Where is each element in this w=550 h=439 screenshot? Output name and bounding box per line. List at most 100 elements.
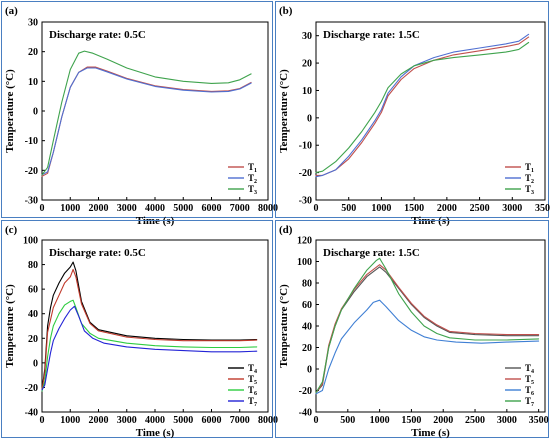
chart-2-xtick-label-6: 6000 bbox=[202, 415, 222, 426]
chart-1-series-line-1 bbox=[315, 33, 530, 178]
chart-1-ytick-label-6: 30 bbox=[302, 31, 312, 42]
chart-0-legend-label-2: T3 bbox=[248, 184, 257, 196]
chart-2-xtick-label-7: 7000 bbox=[230, 415, 250, 426]
chart-1-ylabel: Temperature (°C) bbox=[278, 69, 290, 153]
chart-3-xtick-label-7: 3500 bbox=[529, 415, 549, 426]
chart-0-border bbox=[1, 1, 273, 218]
chart-0-xtick-label-4: 4000 bbox=[145, 203, 165, 214]
chart-2-xtick-label-5: 5000 bbox=[173, 415, 193, 426]
chart-2-ytick-label-6: 80 bbox=[28, 260, 38, 271]
chart-3-xtick-label-6: 3000 bbox=[497, 415, 517, 426]
chart-1-xtick-label-0: 0 bbox=[314, 203, 319, 214]
chart-0-xtick-label-5: 5000 bbox=[173, 203, 193, 214]
chart-3-legend-sub-0: 4 bbox=[531, 369, 534, 375]
chart-1-ytick-label-5: 20 bbox=[302, 59, 312, 70]
chart-2-xlabel: Time (s) bbox=[136, 427, 175, 439]
chart-2-legend-label-2: T6 bbox=[248, 385, 257, 397]
chart-0-xtick-label-8: 8000 bbox=[258, 203, 278, 214]
chart-0-ytick-label-5: 20 bbox=[28, 47, 38, 58]
chart-3-xtick-label-0: 0 bbox=[314, 415, 319, 426]
chart-3-ytick-label-4: 40 bbox=[302, 322, 312, 333]
chart-0-legend-name-0: T bbox=[248, 162, 254, 172]
chart-3-legend-label-2: T6 bbox=[525, 385, 534, 397]
chart-1-xtick-label-1: 500 bbox=[341, 203, 356, 214]
chart-1-axes-frame bbox=[315, 21, 546, 201]
chart-2-axes-frame bbox=[41, 239, 269, 413]
chart-2-legend-sub-1: 5 bbox=[254, 380, 257, 386]
chart-1-ytick-label-1: -20 bbox=[299, 168, 312, 179]
chart-2-legend-sub-0: 4 bbox=[254, 369, 257, 375]
chart-1-legend-sub-1: 2 bbox=[531, 179, 534, 185]
chart-2-legend-name-0: T bbox=[248, 363, 254, 373]
chart-2-ytick-label-0: -40 bbox=[25, 408, 38, 419]
chart-1-legend-label-1: T2 bbox=[525, 173, 534, 185]
chart-0-panel: 0 1000 2000 3000 4000 5000 6000 7000 8000 -30 -20 -… bbox=[1, 1, 278, 227]
chart-2-series-line-0 bbox=[41, 261, 258, 391]
chart-1-ytick-label-2: -10 bbox=[299, 141, 312, 152]
chart-3-xtick-label-2: 1000 bbox=[370, 415, 390, 426]
chart-2-xtick-label-2: 2000 bbox=[89, 415, 109, 426]
chart-1-series-line-0 bbox=[315, 36, 530, 176]
chart-3-xlabel: Time (s) bbox=[411, 427, 450, 439]
chart-3-xtick-label-4: 2000 bbox=[433, 415, 453, 426]
chart-3-ytick-label-2: 0 bbox=[307, 365, 312, 376]
chart-1-border bbox=[275, 1, 549, 218]
chart-0-legend-name-2: T bbox=[248, 184, 254, 194]
chart-3-legend-sub-2: 6 bbox=[531, 391, 534, 397]
chart-3-border bbox=[275, 220, 549, 438]
chart-0-xtick-label-1: 1000 bbox=[60, 203, 80, 214]
chart-3-annotation: Discharge rate: 1.5C bbox=[323, 247, 420, 259]
chart-2-legend-name-2: T bbox=[248, 385, 254, 395]
chart-0-legend-sub-2: 3 bbox=[254, 190, 257, 196]
chart-1-legend-sub-0: 1 bbox=[531, 168, 534, 174]
chart-0-ylabel: Temperature (°C) bbox=[4, 69, 16, 153]
chart-3-ylabel: Temperature (°C) bbox=[278, 284, 290, 368]
chart-1-legend-name-1: T bbox=[525, 173, 531, 183]
chart-0-legend-label-0: T1 bbox=[248, 162, 257, 174]
chart-0-xtick-label-6: 6000 bbox=[202, 203, 222, 214]
chart-2-xtick-label-8: 8000 bbox=[258, 415, 278, 426]
chart-0-ytick-label-3: 0 bbox=[33, 107, 38, 118]
chart-2-ytick-label-7: 100 bbox=[23, 236, 38, 247]
chart-3-series-line-0 bbox=[315, 266, 540, 394]
chart-2-annotation: Discharge rate: 0.5C bbox=[49, 247, 146, 259]
chart-0-series-line-2 bbox=[41, 50, 252, 176]
chart-1-xtick-label-7: 3500 bbox=[535, 203, 550, 214]
chart-2-ytick-label-2: 0 bbox=[33, 358, 38, 369]
chart-3-xtick-label-1: 500 bbox=[340, 415, 355, 426]
chart-0-xtick-label-7: 7000 bbox=[230, 203, 250, 214]
chart-1-legend-name-2: T bbox=[525, 184, 531, 194]
chart-2-border bbox=[1, 220, 273, 438]
chart-2-xtick-label-1: 1000 bbox=[60, 415, 80, 426]
chart-3-ytick-label-8: 120 bbox=[297, 236, 312, 247]
chart-3-panel-label: (d) bbox=[279, 224, 293, 236]
chart-1-ytick-label-0: -30 bbox=[299, 196, 312, 207]
chart-3-legend-label-0: T4 bbox=[525, 363, 534, 375]
chart-3-xtick-label-3: 1500 bbox=[401, 415, 421, 426]
chart-0-ytick-label-0: -30 bbox=[25, 196, 38, 207]
chart-0-ytick-label-2: -10 bbox=[25, 136, 38, 147]
chart-2-ytick-label-3: 20 bbox=[28, 334, 38, 345]
chart-2-xtick-label-0: 0 bbox=[40, 415, 45, 426]
chart-1-legend-name-0: T bbox=[525, 162, 531, 172]
chart-2-ylabel: Temperature (°C) bbox=[4, 284, 16, 368]
chart-3-series-line-3 bbox=[315, 257, 540, 394]
chart-3-ytick-label-1: -20 bbox=[299, 386, 312, 397]
chart-2-xtick-label-4: 4000 bbox=[145, 415, 165, 426]
chart-3-xtick-label-5: 2500 bbox=[465, 415, 485, 426]
chart-0-series-line-1 bbox=[41, 67, 252, 176]
chart-3-ytick-label-3: 20 bbox=[302, 343, 312, 354]
chart-0-legend-label-1: T2 bbox=[248, 173, 257, 185]
chart-3-legend-sub-3: 7 bbox=[531, 402, 534, 408]
chart-3-series-line-2 bbox=[315, 299, 540, 395]
chart-1-annotation: Discharge rate: 1.5C bbox=[323, 29, 420, 41]
chart-3-legend-name-2: T bbox=[525, 385, 531, 395]
chart-3-legend-name-3: T bbox=[525, 396, 531, 406]
chart-3-legend-sub-1: 5 bbox=[531, 380, 534, 386]
chart-2-series-line-3 bbox=[41, 305, 258, 391]
chart-0-xtick-label-2: 2000 bbox=[89, 203, 109, 214]
chart-2-legend-sub-2: 6 bbox=[254, 391, 257, 397]
